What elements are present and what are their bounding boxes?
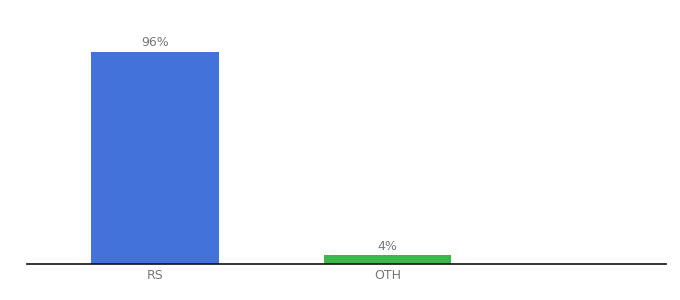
Text: 4%: 4% xyxy=(377,239,397,253)
Text: 96%: 96% xyxy=(141,36,169,50)
Bar xyxy=(324,255,452,264)
Bar xyxy=(91,52,219,264)
